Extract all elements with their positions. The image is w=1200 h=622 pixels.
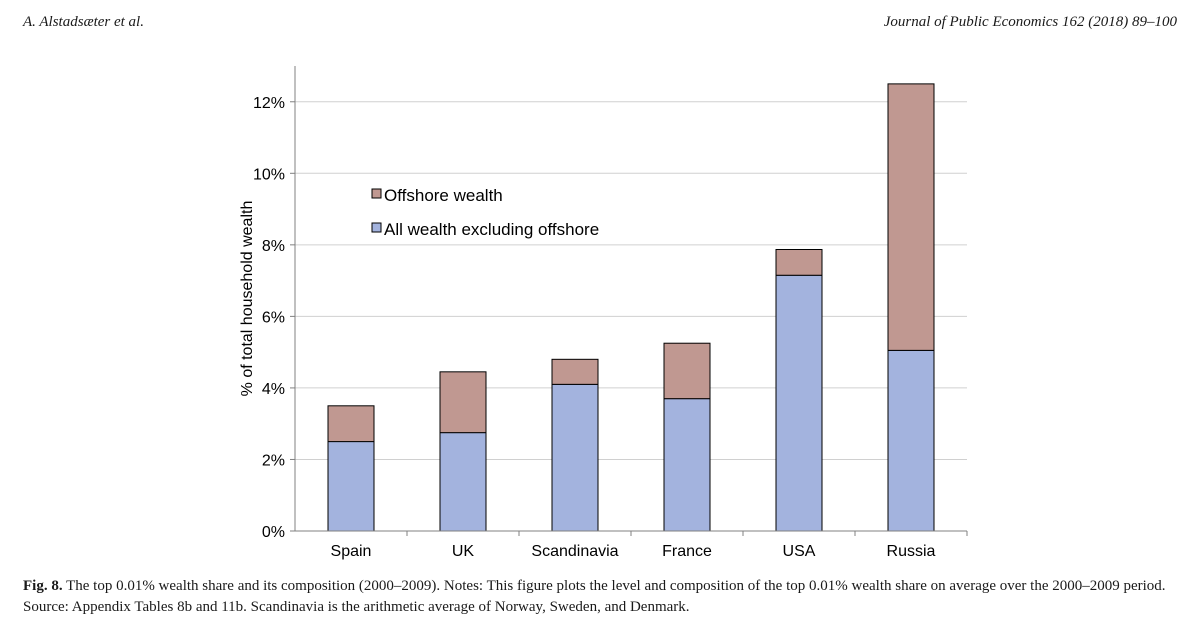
x-category-label: UK [452, 543, 475, 560]
y-tick-label: 8% [262, 238, 285, 255]
y-tick-label: 2% [262, 452, 285, 469]
author-header: A. Alstadsæter et al. [23, 14, 144, 30]
figure-caption: Fig. 8. The top 0.01% wealth share and i… [23, 576, 1183, 618]
axes: 0% 2% 4% 6% 8% 10% 12% % of total household wea… [239, 66, 968, 560]
bar-onshore-segment [887, 349, 935, 532]
bars [327, 83, 935, 532]
y-tick-label: 12% [253, 95, 285, 112]
legend: Offshore wealth All wealth excluding offs… [371, 186, 599, 239]
legend-swatch-onshore [371, 222, 382, 233]
y-tick-label: 0% [262, 524, 285, 541]
figure-label: Fig. 8. [23, 578, 63, 594]
figure-caption-text: The top 0.01% wealth share and its compo… [23, 578, 1166, 615]
x-category-label: France [662, 543, 712, 560]
bar-offshore-segment [663, 342, 711, 400]
bar-onshore-segment [663, 398, 711, 532]
bar-onshore-segment [551, 383, 599, 532]
legend-label-onshore: All wealth excluding offshore [384, 220, 599, 239]
x-category-label: Scandinavia [531, 543, 618, 560]
bar-offshore-segment [551, 358, 599, 385]
bar-onshore-segment [327, 441, 375, 532]
bar-onshore-segment [439, 432, 487, 532]
y-tick-label: 4% [262, 381, 285, 398]
bar-offshore-segment [439, 371, 487, 434]
legend-swatch-offshore [371, 188, 382, 199]
y-tick-label: 10% [253, 166, 285, 183]
journal-header: Journal of Public Economics 162 (2018) 8… [883, 14, 1177, 30]
bar-onshore-segment [775, 274, 823, 532]
bar-offshore-segment [775, 248, 823, 276]
x-category-label: USA [783, 543, 816, 560]
legend-label-offshore: Offshore wealth [384, 186, 503, 205]
bar-offshore-segment [887, 83, 935, 351]
y-axis-title: % of total household wealth [239, 201, 256, 397]
gridlines [295, 101, 967, 460]
bar-offshore-segment [327, 405, 375, 443]
stacked-bar-chart: 0% 2% 4% 6% 8% 10% 12% % of total household wea… [239, 66, 968, 560]
x-category-label: Spain [331, 543, 372, 560]
y-tick-label: 6% [262, 309, 285, 326]
x-category-label: Russia [887, 543, 936, 560]
